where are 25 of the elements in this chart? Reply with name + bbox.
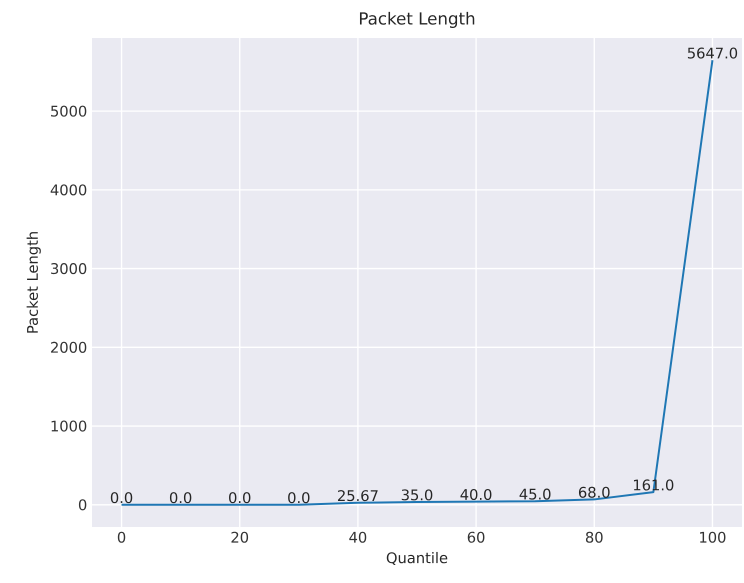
data-label: 45.0 — [520, 488, 551, 500]
data-label: 5647.0 — [688, 48, 738, 59]
x-tick-label: 0 — [118, 532, 126, 543]
data-label: 0.0 — [110, 492, 132, 504]
x-tick-label: 100 — [700, 532, 726, 543]
x-tick-label: 80 — [586, 532, 603, 543]
data-label: 0.0 — [170, 492, 192, 504]
x-tick-label: 20 — [231, 532, 248, 543]
x-tick-label: 60 — [468, 532, 484, 543]
chart-title: Packet Length — [360, 12, 474, 28]
data-label: 0.0 — [288, 492, 310, 504]
y-tick-label: 4000 — [50, 184, 86, 196]
y-tick-label: 5000 — [51, 106, 86, 117]
y-axis-title: Packet Length — [26, 232, 41, 333]
x-axis-title: Quantile — [386, 552, 448, 565]
data-label: 35.0 — [402, 489, 432, 500]
data-label: 25.67 — [338, 490, 378, 502]
data-label: 0.0 — [229, 492, 250, 504]
data-label: 40.0 — [460, 488, 492, 500]
x-tick-label: 40 — [349, 532, 366, 543]
data-label: 68.0 — [578, 486, 610, 498]
y-tick-label: 1000 — [52, 420, 86, 432]
y-tick-label: 0 — [78, 499, 86, 510]
y-tick-label: 3000 — [51, 263, 86, 274]
y-tick-label: 2000 — [51, 342, 86, 353]
